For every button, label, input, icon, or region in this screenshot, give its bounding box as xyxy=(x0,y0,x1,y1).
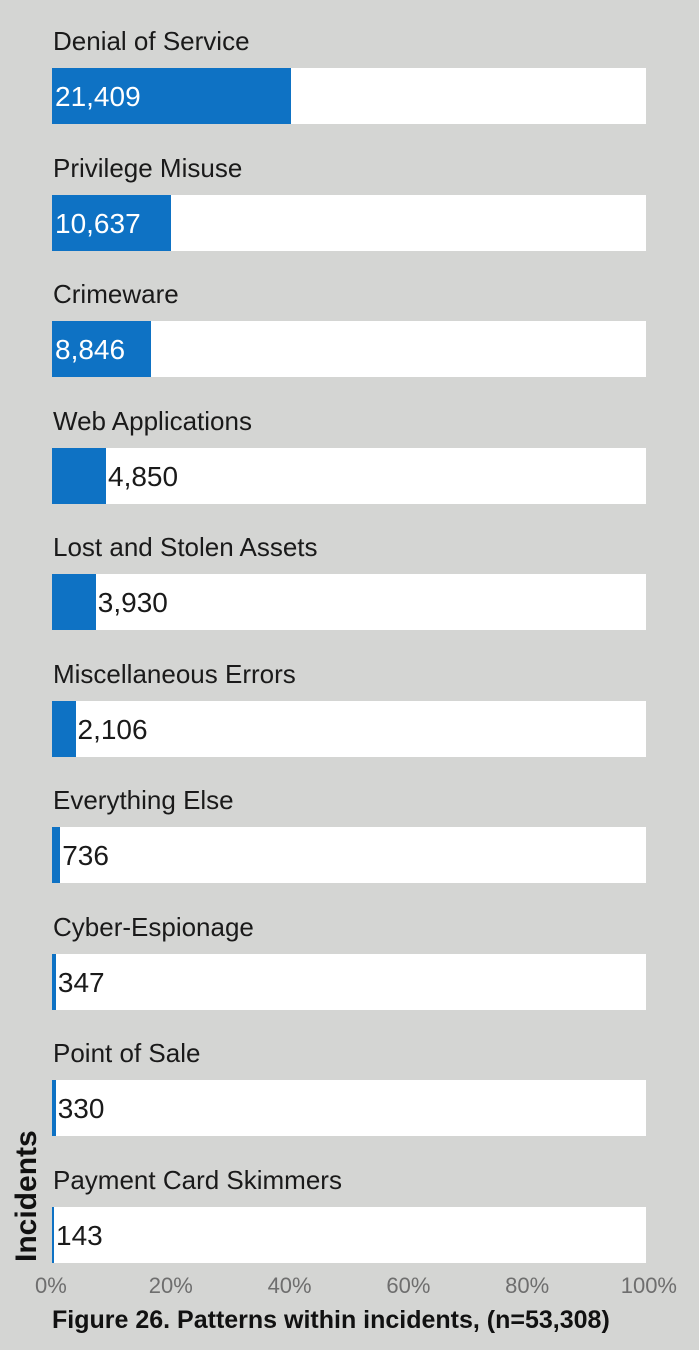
bar-track: 2,106 xyxy=(52,701,646,757)
category-label: Denial of Service xyxy=(53,26,250,56)
bar-track: 10,637 xyxy=(52,195,646,251)
bar-value-label: 10,637 xyxy=(55,208,141,239)
x-tick-label: 80% xyxy=(505,1273,550,1298)
bar-track: 347 xyxy=(52,954,646,1010)
bar-value-label: 143 xyxy=(56,1220,103,1251)
bar xyxy=(52,68,291,124)
bar-track: 8,846 xyxy=(52,321,646,377)
x-tick-label: 20% xyxy=(148,1273,193,1298)
bar-track: 21,409 xyxy=(52,68,646,124)
category-label: Everything Else xyxy=(53,785,234,815)
bar xyxy=(52,1080,56,1136)
category-label: Privilege Misuse xyxy=(53,153,243,183)
figure-caption: Figure 26. Patterns within incidents, (n… xyxy=(52,1306,610,1334)
bar xyxy=(52,1207,54,1263)
category-label: Payment Card Skimmers xyxy=(53,1165,342,1195)
x-tick-label: 40% xyxy=(267,1273,312,1298)
x-tick-label: 0% xyxy=(35,1273,67,1298)
bar-value-label: 736 xyxy=(62,840,109,871)
category-label: Cyber-Espionage xyxy=(53,912,254,942)
bar xyxy=(52,195,171,251)
x-tick-label: 60% xyxy=(386,1273,431,1298)
category-label: Web Applications xyxy=(53,406,252,436)
bar xyxy=(52,827,61,883)
bar-value-label: 330 xyxy=(57,1093,105,1124)
bar-value-label: 3,930 xyxy=(97,587,168,618)
bar xyxy=(52,321,151,377)
category-label: Lost and Stolen Assets xyxy=(53,532,318,562)
bar-value-label: 21,409 xyxy=(55,81,141,112)
x-tick-label: 100% xyxy=(620,1273,677,1298)
bar-value-label: 4,850 xyxy=(108,461,179,492)
bar-value-label: 8,846 xyxy=(55,334,126,365)
bar-track: 4,850 xyxy=(52,448,646,504)
bar xyxy=(52,954,56,1010)
bar-track: 736 xyxy=(52,827,646,883)
bar-value-label: 347 xyxy=(57,967,105,998)
bar xyxy=(52,574,96,630)
bar-value-label: 2,106 xyxy=(77,714,148,745)
category-label: Point of Sale xyxy=(53,1038,201,1068)
bar-track: 143 xyxy=(52,1207,646,1263)
category-label: Crimeware xyxy=(53,279,179,309)
category-label: Miscellaneous Errors xyxy=(53,659,296,689)
bar xyxy=(52,448,106,504)
bar-track: 330 xyxy=(52,1080,646,1136)
bar-track: 3,930 xyxy=(52,574,646,630)
bar xyxy=(52,701,76,757)
y-axis-label: Incidents xyxy=(10,1130,43,1262)
